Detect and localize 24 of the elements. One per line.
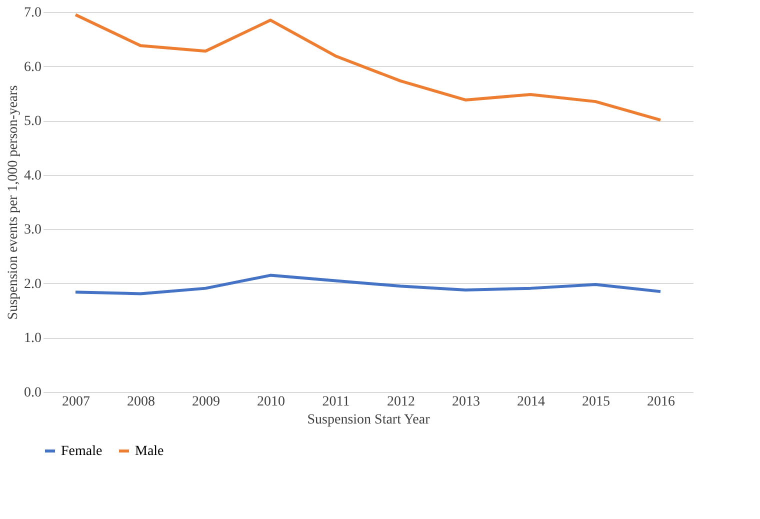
x-tick-label: 2012 <box>387 394 415 410</box>
x-tick-label: 2016 <box>647 394 675 410</box>
line-series <box>74 13 662 122</box>
x-tick-label: 2014 <box>517 394 545 410</box>
x-axis-title: Suspension Start Year <box>307 412 430 428</box>
y-tick-label: 4.0 <box>24 168 42 184</box>
x-tick-label: 2011 <box>322 394 350 410</box>
y-tick-label: 6.0 <box>24 60 42 75</box>
x-tick-label: 2010 <box>257 394 285 410</box>
y-tick-label: 1.0 <box>24 331 42 346</box>
legend-label: Male <box>135 444 164 459</box>
x-tick-label: 2008 <box>127 394 155 410</box>
line-series <box>74 274 662 296</box>
x-tick-label: 2007 <box>62 394 90 410</box>
y-tick-label: 7.0 <box>24 6 42 20</box>
x-tick-label: 2013 <box>452 394 480 410</box>
y-tick-label: 0.0 <box>24 386 42 400</box>
legend-label: Female <box>61 444 102 459</box>
y-tick-label: 3.0 <box>24 222 42 238</box>
x-tick-label: 2009 <box>192 394 220 410</box>
x-tick-label: 2015 <box>582 394 610 410</box>
y-tick-label: 2.0 <box>24 276 42 292</box>
y-axis-title: Suspension events per 1,000 person-years <box>6 85 21 320</box>
y-tick-label: 5.0 <box>24 114 42 130</box>
